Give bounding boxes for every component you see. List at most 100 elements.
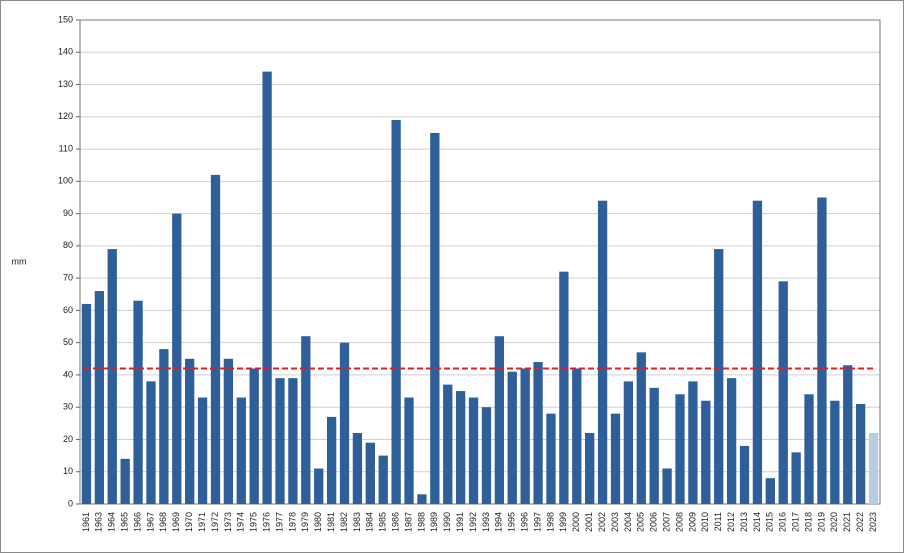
y-tick-label: 30 bbox=[63, 402, 73, 412]
x-tick-label: 2019 bbox=[816, 512, 826, 532]
bar bbox=[739, 445, 750, 504]
x-tick-label: 2002 bbox=[597, 512, 607, 532]
x-tick-label: 1970 bbox=[184, 512, 194, 532]
x-tick-label: 2000 bbox=[571, 512, 581, 532]
x-tick-label: 2001 bbox=[584, 512, 594, 532]
bar bbox=[378, 455, 388, 504]
x-tick-label: 2022 bbox=[855, 512, 865, 532]
bar bbox=[610, 413, 621, 504]
bar bbox=[314, 468, 324, 504]
x-tick-label: 2010 bbox=[700, 512, 710, 532]
bar bbox=[262, 71, 272, 505]
x-tick-label: 2009 bbox=[687, 512, 697, 532]
plot-frame bbox=[79, 19, 881, 505]
bar bbox=[404, 397, 414, 504]
bar bbox=[817, 197, 827, 504]
bar bbox=[585, 433, 595, 504]
bar bbox=[275, 378, 285, 504]
bar bbox=[791, 452, 801, 504]
bar bbox=[456, 391, 466, 504]
bar bbox=[765, 478, 775, 504]
bar bbox=[714, 249, 724, 504]
x-tick-label: 1967 bbox=[145, 512, 155, 532]
bar bbox=[843, 365, 853, 504]
y-tick-label: 40 bbox=[63, 369, 73, 379]
x-tick-label: 2016 bbox=[778, 512, 788, 532]
x-tick-label: 2011 bbox=[713, 512, 723, 531]
y-tick-label: 140 bbox=[58, 47, 73, 57]
y-tick-label: 60 bbox=[63, 305, 73, 315]
x-tick-label: 1978 bbox=[287, 512, 297, 532]
y-tick-label: 90 bbox=[63, 208, 73, 218]
y-tick-label: 0 bbox=[68, 498, 73, 508]
bar bbox=[778, 281, 788, 504]
bar bbox=[249, 368, 259, 504]
bar bbox=[172, 213, 182, 504]
bar bbox=[185, 358, 195, 504]
x-tick-label: 1975 bbox=[249, 512, 259, 532]
x-tick-label: 1996 bbox=[520, 512, 530, 532]
x-tick-label: 2004 bbox=[623, 512, 633, 532]
x-tick-label: 2007 bbox=[661, 512, 671, 532]
bar bbox=[868, 433, 879, 504]
x-tick-label: 1987 bbox=[403, 512, 413, 532]
x-tick-label: 2008 bbox=[674, 512, 684, 532]
bar bbox=[636, 352, 646, 504]
bar bbox=[197, 397, 208, 504]
x-tick-label: 1983 bbox=[352, 512, 362, 532]
bar bbox=[752, 200, 763, 504]
x-tick-label: 1985 bbox=[378, 512, 388, 532]
x-tick-label: 1965 bbox=[120, 512, 130, 532]
x-tick-label: 2003 bbox=[610, 512, 620, 532]
bar bbox=[688, 381, 698, 504]
x-tick-label: 1976 bbox=[261, 512, 271, 532]
bar bbox=[120, 458, 130, 504]
bar bbox=[572, 368, 582, 504]
x-tick-label: 1990 bbox=[442, 512, 452, 532]
bar bbox=[223, 358, 234, 504]
bar bbox=[326, 416, 337, 504]
x-tick-label: 1995 bbox=[507, 512, 517, 532]
x-tick-label: 1998 bbox=[545, 512, 555, 532]
bar bbox=[430, 132, 440, 504]
bar bbox=[520, 368, 530, 504]
bar bbox=[726, 378, 737, 504]
bar bbox=[830, 400, 840, 504]
x-tick-label: 1992 bbox=[468, 512, 478, 532]
x-tick-label: 2006 bbox=[649, 512, 659, 532]
bar bbox=[352, 433, 363, 504]
x-tick-label: 1980 bbox=[313, 512, 323, 532]
x-tick-label: 1997 bbox=[532, 512, 542, 532]
bar bbox=[546, 413, 556, 504]
x-tick-label: 1971 bbox=[197, 512, 207, 532]
x-tick-label: 1989 bbox=[429, 512, 439, 532]
bar bbox=[159, 349, 169, 504]
bar bbox=[81, 303, 92, 504]
x-tick-label: 1994 bbox=[494, 512, 504, 532]
x-tick-label: 1968 bbox=[158, 512, 168, 532]
y-tick-label: 80 bbox=[63, 240, 73, 250]
y-tick-label: 100 bbox=[58, 176, 73, 186]
y-tick-label: 70 bbox=[63, 273, 73, 283]
x-tick-label: 2013 bbox=[739, 512, 749, 532]
bar bbox=[443, 384, 453, 504]
x-tick-label: 2021 bbox=[842, 512, 852, 532]
x-tick-label: 1964 bbox=[107, 512, 117, 532]
bar bbox=[701, 400, 711, 504]
bar bbox=[236, 397, 246, 504]
bar bbox=[288, 378, 298, 504]
x-tick-label: 1981 bbox=[326, 512, 336, 532]
bar bbox=[301, 336, 311, 504]
bar bbox=[507, 371, 517, 504]
bar bbox=[481, 407, 492, 504]
bar bbox=[365, 442, 375, 504]
y-tick-label: 120 bbox=[58, 111, 73, 121]
bar bbox=[623, 381, 634, 504]
bar bbox=[494, 336, 504, 504]
x-tick-label: 1961 bbox=[81, 512, 91, 532]
bar bbox=[675, 394, 685, 504]
x-tick-label: 1979 bbox=[300, 512, 310, 532]
y-tick-label: 20 bbox=[63, 434, 73, 444]
x-tick-label: 1963 bbox=[94, 512, 104, 532]
x-tick-label: 1993 bbox=[481, 512, 491, 532]
